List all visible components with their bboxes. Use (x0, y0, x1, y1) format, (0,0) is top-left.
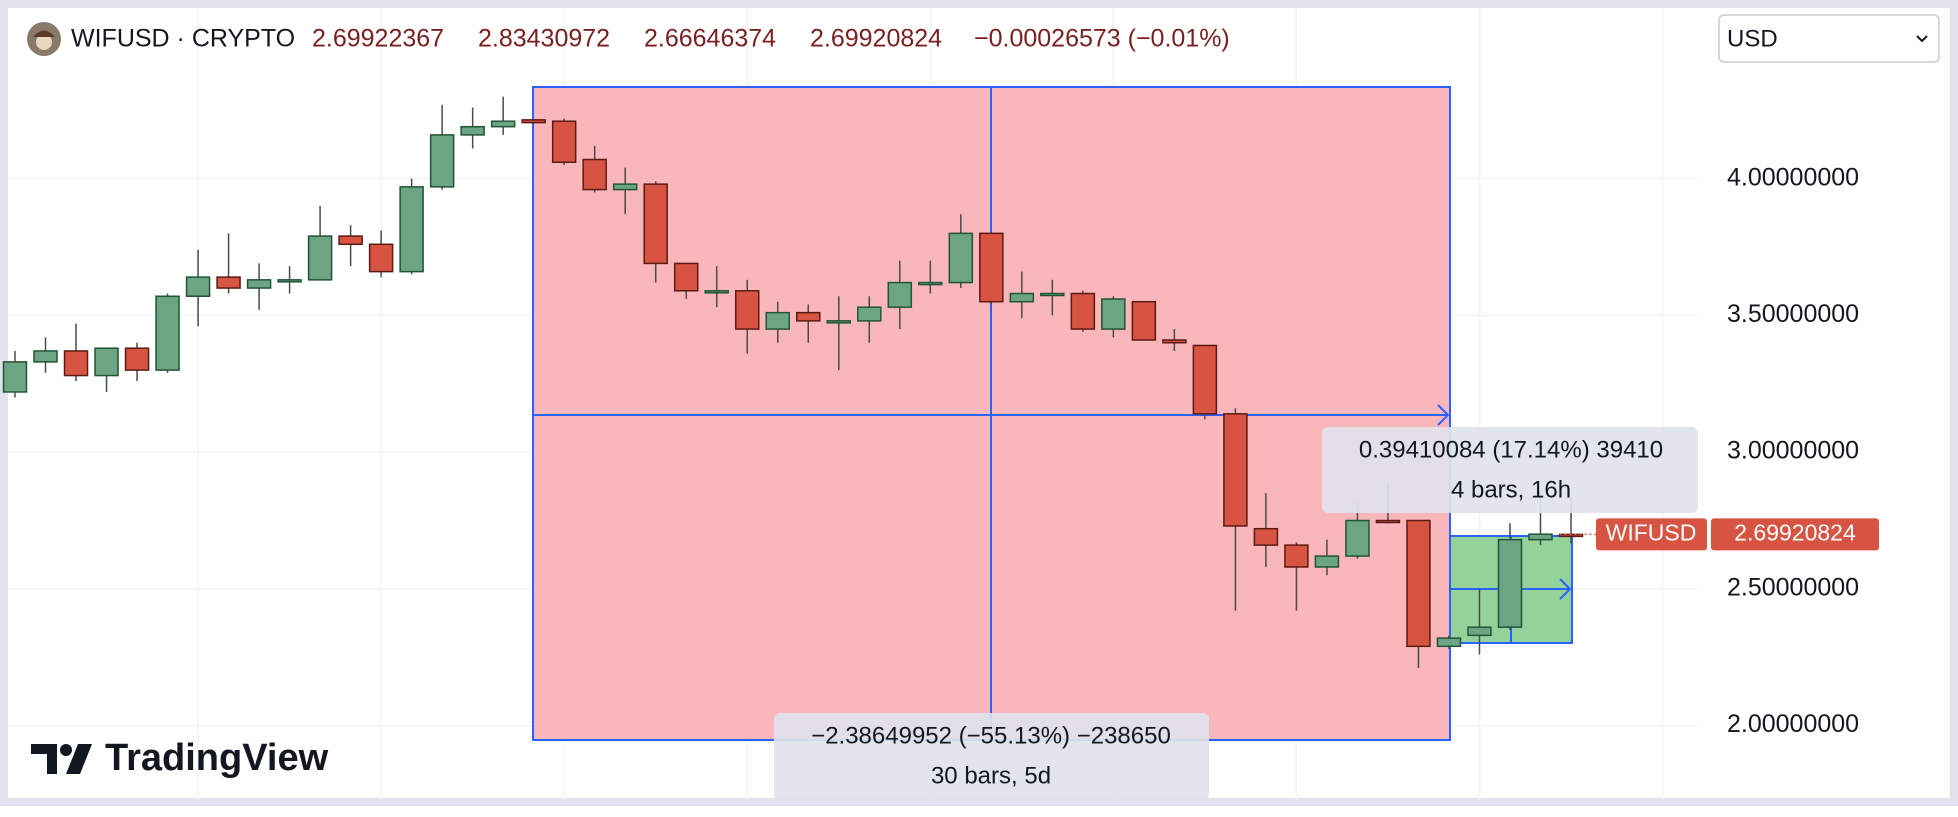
candle-body (1467, 626, 1492, 637)
y-tick-label: 2.00000000 (1727, 710, 1859, 738)
candle-body (185, 276, 211, 297)
candle-body (979, 232, 1004, 303)
candle-body (1009, 292, 1035, 303)
measure-label-box (774, 713, 1209, 801)
header-change: −0.00026573 (−0.01%) (974, 25, 1230, 53)
candle-body (796, 311, 821, 322)
candle-body (1101, 298, 1126, 330)
candle-body (246, 279, 272, 289)
header-open: 2.69922367 (312, 25, 444, 53)
y-tick-label: 2.50000000 (1727, 573, 1859, 601)
candle-body (1406, 519, 1431, 648)
measure-sublabel: 30 bars, 5d (931, 762, 1051, 789)
candle-body (857, 306, 882, 322)
candle-body (460, 125, 485, 136)
header-low: 2.66646374 (644, 25, 776, 53)
header-high: 2.83430972 (478, 25, 610, 53)
currency-label[interactable]: USD (1727, 25, 1778, 52)
select-caret (1916, 35, 1928, 43)
candle-body (307, 235, 333, 281)
header-close: 2.69920824 (810, 25, 942, 53)
candle-body (124, 347, 150, 371)
logo-mark (31, 744, 57, 774)
candle-body (277, 279, 302, 283)
candle-body (582, 158, 607, 191)
symbol-icon (33, 30, 55, 37)
candle-body (1497, 538, 1523, 628)
candle-body (643, 183, 668, 265)
measure-arrow (1559, 578, 1572, 600)
candle-body (673, 262, 699, 292)
candle-body (216, 276, 241, 289)
symbol-tag (1596, 518, 1707, 551)
candle-body (734, 290, 760, 330)
candle-body (94, 347, 119, 377)
candle-body (2, 361, 28, 393)
candle-body (1284, 544, 1309, 568)
measure-label: 0.39410084 (17.14%) 39410 (1359, 436, 1663, 463)
measure-arrow (1437, 404, 1450, 426)
candle-body (887, 281, 913, 308)
candle-body (918, 281, 943, 286)
candle-body (63, 350, 89, 377)
symbol-icon (36, 34, 52, 50)
candle-body (1192, 344, 1218, 415)
candle-body (1040, 292, 1065, 297)
symbol-tag-label: WIFUSD (1606, 519, 1697, 545)
candle-body (1070, 292, 1096, 330)
candle-body (1223, 413, 1248, 527)
candle-body (155, 295, 180, 371)
candle-body (1162, 339, 1187, 344)
overlay: 2.00000000 2.50000000 3.00000000 3.50000000… (1559, 163, 1879, 738)
candle-body (33, 350, 58, 363)
candle-body (1375, 519, 1401, 524)
price-tag-label: 2.69920824 (1734, 519, 1856, 545)
measure-label: −2.38649952 (−55.13%) −238650 (811, 722, 1171, 749)
candle-body (704, 290, 729, 294)
candle-body (948, 232, 974, 284)
logo-mark (60, 744, 72, 756)
y-tick-label: 4.00000000 (1727, 163, 1859, 191)
candle-body (826, 320, 852, 324)
candle-body (338, 235, 363, 246)
price-tag (1711, 518, 1879, 551)
candles (2, 96, 1584, 669)
logo-text[interactable]: TradingView (105, 737, 329, 779)
candle-body (1131, 300, 1157, 341)
symbol-title[interactable]: WIFUSD · CRYPTO (71, 25, 295, 53)
candle-body (1528, 533, 1553, 541)
measure-label-box (1322, 427, 1698, 513)
measure-sublabel: 4 bars, 16h (1451, 476, 1571, 503)
candle-body (612, 183, 638, 191)
logo-mark (66, 744, 92, 774)
candle-body (521, 119, 546, 124)
candle-body (1345, 519, 1370, 557)
candle-body (551, 120, 577, 163)
candle-body (368, 243, 394, 273)
candle-body (1436, 637, 1462, 648)
candle-body (1253, 527, 1279, 546)
candle-body (490, 120, 516, 128)
currency-select[interactable] (1718, 14, 1940, 63)
candle-body (399, 186, 424, 273)
candle-body (1314, 555, 1340, 568)
candle-body (429, 134, 455, 188)
y-tick-label: 3.50000000 (1727, 300, 1859, 328)
candle-body (765, 311, 790, 330)
y-tick-label: 3.00000000 (1727, 437, 1859, 465)
